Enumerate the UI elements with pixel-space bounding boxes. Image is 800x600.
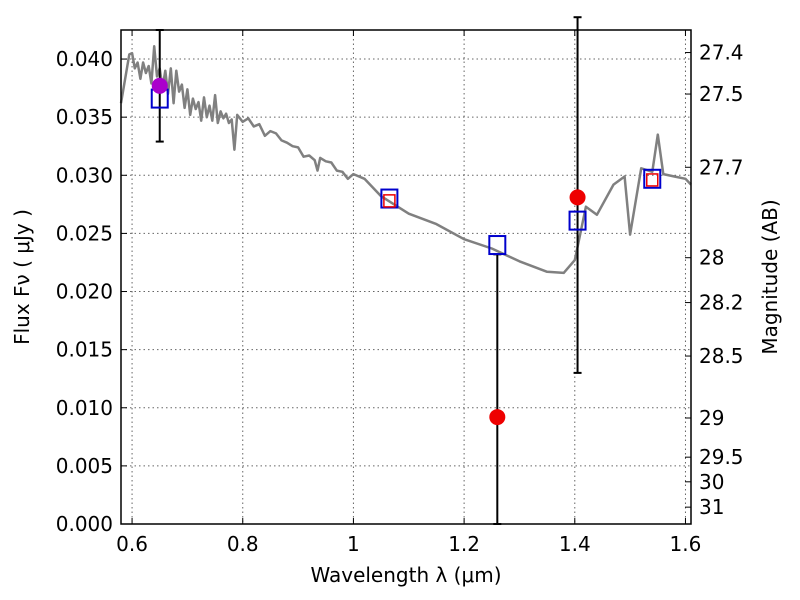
model-spectrum-line — [119, 45, 692, 275]
magnitude-tick-label: 31 — [699, 495, 724, 519]
x-tick-label: 1.4 — [559, 532, 591, 556]
magnitude-tick-label: 29.5 — [699, 445, 744, 469]
model-spectrum — [119, 45, 692, 275]
model-photometry-square — [568, 210, 587, 231]
magnitude-tick-label: 27.5 — [699, 82, 744, 106]
model-photometry-markers — [150, 88, 662, 256]
x-tick-label: 0.6 — [116, 532, 148, 556]
magnitude-tick-label: 28.5 — [699, 344, 744, 368]
magnitude-tick-label: 29 — [699, 406, 724, 430]
axis-ticks: 0.6 0.8 1 1.2 1.4 1.6 0.000 0.005 0.010 0.015 0.02… — [56, 30, 744, 556]
observed-points — [151, 77, 586, 426]
magnitude-tick-label: 28.2 — [699, 291, 744, 315]
x-axis-label: Wavelength λ (μm) — [310, 563, 501, 587]
y-tick-label: 0.005 — [56, 454, 113, 478]
y-tick-label: 0.025 — [56, 221, 113, 245]
inner-square-marker — [383, 194, 396, 208]
magnitude-tick-label: 30 — [699, 470, 724, 494]
inner-square-marker — [646, 173, 659, 187]
y-tick-label: 0.020 — [56, 280, 113, 304]
model-photometry-square — [488, 235, 507, 256]
x-tick-label: 0.8 — [227, 532, 259, 556]
y-axis-label: Flux Fν ( μJy ) — [10, 209, 34, 345]
observed-point — [489, 409, 506, 426]
magnitude-tick-label: 28 — [699, 246, 724, 270]
y-tick-label: 0.010 — [56, 396, 113, 420]
y-tick-label: 0.035 — [56, 105, 113, 129]
plot-frame — [120, 29, 692, 525]
magnitude-tick-label: 27.4 — [699, 41, 744, 65]
y-tick-label: 0.000 — [56, 512, 113, 536]
right-axis-label: Magnitude (AB) — [758, 199, 782, 354]
x-tick-label: 1.2 — [448, 532, 480, 556]
x-tick-label: 1.6 — [670, 532, 702, 556]
x-tick-label: 1 — [347, 532, 360, 556]
y-tick-label: 0.030 — [56, 163, 113, 187]
observed-point — [569, 189, 586, 206]
observed-point — [151, 77, 168, 94]
y-tick-label: 0.015 — [56, 338, 113, 362]
y-tick-label: 0.040 — [56, 47, 113, 71]
model-photometry-square — [643, 168, 662, 189]
magnitude-tick-label: 27.7 — [699, 155, 744, 179]
plot-background — [121, 30, 691, 524]
